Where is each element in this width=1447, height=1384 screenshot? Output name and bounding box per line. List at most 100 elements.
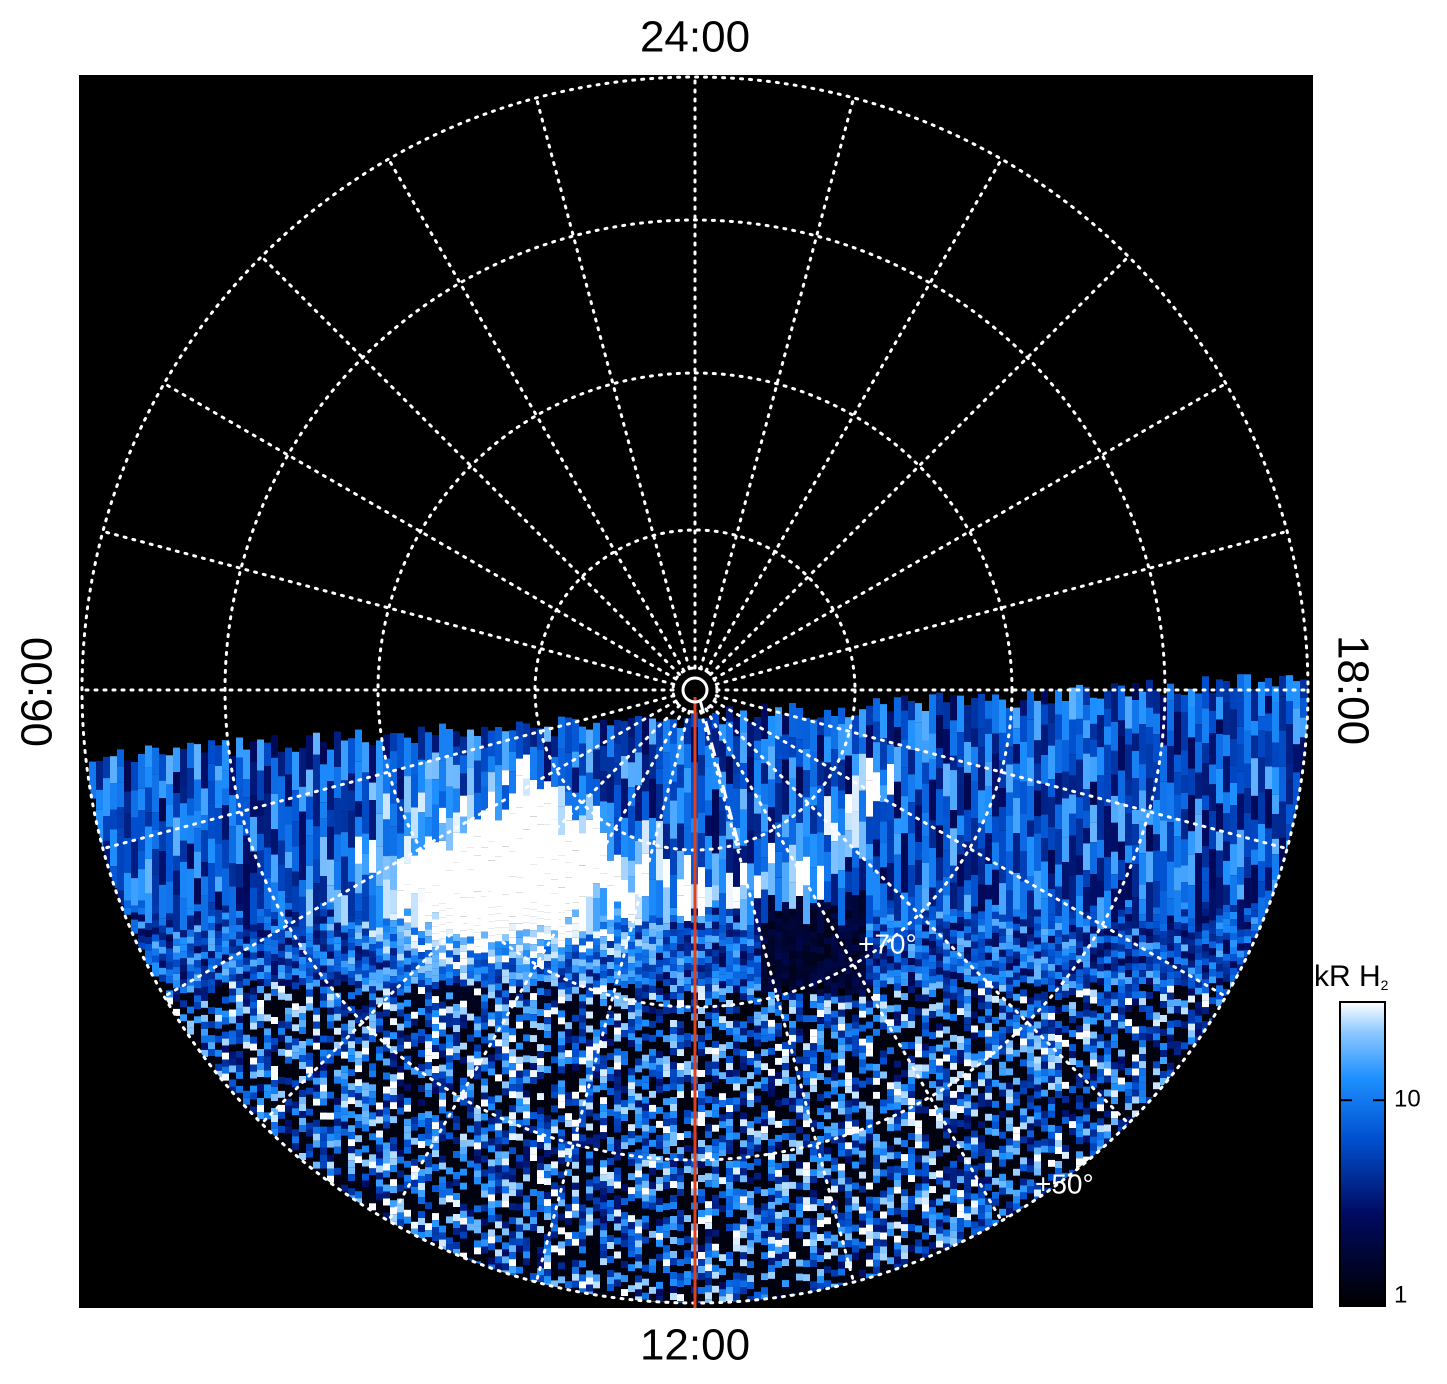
emission-pixel: [488, 998, 495, 1006]
emission-pixel: [495, 856, 502, 889]
emission-pixel: [635, 1037, 642, 1045]
emission-pixel: [586, 1172, 593, 1180]
emission-pixel: [726, 721, 733, 757]
emission-pixel: [320, 923, 327, 931]
emission-pixel: [677, 965, 684, 973]
emission-pixel: [299, 1048, 306, 1055]
emission-pixel: [719, 1296, 726, 1303]
emission-pixel: [740, 986, 747, 994]
emission-pixel: [628, 970, 635, 978]
emission-pixel: [656, 1022, 663, 1030]
emission-pixel: [817, 1185, 824, 1192]
emission-pixel: [747, 1191, 754, 1199]
emission-pixel: [250, 994, 257, 1002]
emission-pixel: [397, 967, 404, 975]
emission-pixel: [159, 953, 166, 961]
emission-pixel: [453, 1165, 460, 1172]
emission-pixel: [376, 740, 383, 775]
emission-pixel: [670, 999, 677, 1006]
emission-pixel: [712, 1208, 719, 1216]
emission-pixel: [628, 1054, 635, 1062]
emission-pixel: [789, 992, 796, 1000]
emission-pixel: [677, 979, 684, 987]
emission-pixel: [768, 1110, 775, 1118]
emission-pixel: [194, 1023, 201, 1031]
emission-pixel: [425, 915, 432, 923]
emission-pixel: [768, 1054, 775, 1062]
emission-pixel: [635, 1219, 642, 1227]
emission-pixel: [754, 1095, 761, 1103]
emission-pixel: [726, 1091, 733, 1098]
emission-pixel: [201, 830, 208, 863]
emission-pixel: [600, 1209, 607, 1217]
emission-pixel: [355, 911, 362, 919]
emission-pixel: [397, 1142, 404, 1150]
emission-pixel: [250, 1036, 257, 1044]
emission-pixel: [572, 1168, 579, 1176]
emission-pixel: [243, 999, 250, 1007]
emission-pixel: [754, 1214, 761, 1222]
emission-pixel: [621, 1065, 628, 1073]
emission-pixel: [229, 946, 236, 954]
emission-pixel: [418, 959, 425, 966]
emission-pixel: [712, 789, 719, 819]
emission-pixel: [635, 1261, 642, 1269]
emission-pixel: [516, 1217, 523, 1225]
emission-pixel: [593, 1169, 600, 1177]
emission-pixel: [488, 1012, 495, 1020]
emission-pixel: [509, 1133, 516, 1141]
emission-pixel: [740, 1063, 747, 1071]
emission-pixel: [355, 836, 362, 864]
emission-pixel: [285, 1070, 292, 1078]
emission-pixel: [439, 1015, 446, 1023]
emission-pixel: [390, 913, 397, 921]
emission-pixel: [537, 789, 544, 807]
emission-pixel: [474, 1100, 481, 1108]
emission-pixel: [740, 979, 747, 987]
emission-pixel: [642, 1187, 649, 1195]
emission-pixel: [474, 932, 481, 940]
emission-pixel: [313, 1091, 320, 1099]
emission-pixel: [761, 1287, 768, 1295]
emission-pixel: [621, 1100, 628, 1108]
emission-pixel: [418, 849, 425, 889]
emission-pixel: [733, 957, 740, 965]
emission-pixel: [201, 895, 208, 931]
emission-pixel: [467, 999, 474, 1007]
emission-pixel: [761, 1266, 768, 1274]
emission-pixel: [495, 1039, 502, 1047]
emission-pixel: [488, 817, 495, 842]
emission-pixel: [299, 992, 306, 999]
emission-pixel: [509, 1014, 516, 1022]
emission-pixel: [355, 1156, 362, 1164]
emission-pixel: [348, 1188, 355, 1196]
emission-pixel: [509, 752, 516, 772]
emission-pixel: [656, 1232, 663, 1240]
emission-pixel: [712, 1250, 719, 1258]
emission-pixel: [684, 1159, 691, 1167]
emission-pixel: [712, 853, 719, 886]
emission-pixel: [698, 923, 705, 930]
emission-pixel: [502, 1123, 509, 1131]
emission-pixel: [656, 987, 663, 995]
emission-pixel: [411, 1228, 418, 1236]
emission-pixel: [411, 743, 418, 775]
emission-pixel: [334, 1118, 341, 1126]
emission-pixel: [649, 992, 656, 1000]
emission-pixel: [754, 1046, 761, 1054]
emission-pixel: [502, 1221, 509, 1229]
emission-pixel: [754, 1200, 761, 1208]
emission-pixel: [649, 1027, 656, 1035]
emission-pixel: [453, 1200, 460, 1207]
emission-pixel: [502, 969, 509, 977]
emission-pixel: [754, 1109, 761, 1117]
emission-pixel: [565, 1253, 572, 1261]
emission-pixel: [810, 867, 817, 904]
emission-pixel: [509, 1210, 516, 1218]
emission-pixel: [341, 1177, 348, 1185]
emission-pixel: [285, 1014, 292, 1022]
emission-pixel: [705, 1082, 712, 1090]
emission-pixel: [474, 1121, 481, 1129]
emission-pixel: [292, 1150, 299, 1158]
emission-pixel: [481, 1162, 488, 1170]
